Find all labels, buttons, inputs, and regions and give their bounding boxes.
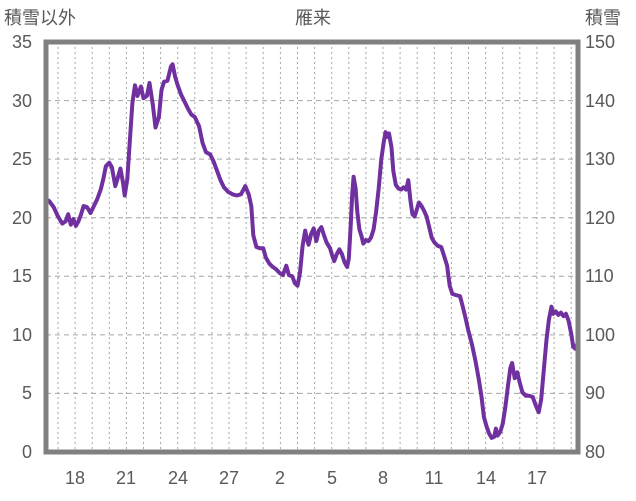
- y-axis-right-tick: 150: [585, 32, 616, 52]
- x-axis-tick: 14: [475, 468, 497, 488]
- x-axis-tick: 24: [167, 468, 189, 488]
- x-axis-tick: 8: [377, 468, 388, 488]
- x-axis-tick: 11: [424, 468, 444, 488]
- y-axis-right-tick: 140: [585, 91, 616, 111]
- y-axis-left-tick: 25: [11, 149, 32, 169]
- right-axis-title: 積雪: [585, 8, 621, 28]
- x-axis-tick: 21: [115, 468, 137, 488]
- y-axis-left-tick: 30: [11, 91, 32, 111]
- y-axis-right-tick: 100: [585, 325, 616, 345]
- y-axis-right-tick: 130: [585, 149, 616, 169]
- x-axis-tick: 5: [326, 468, 337, 488]
- y-axis-right-tick: 90: [585, 383, 606, 403]
- y-axis-left-tick: 35: [11, 32, 32, 52]
- y-axis-left-tick: 0: [21, 442, 32, 462]
- y-axis-right-tick: 80: [585, 442, 606, 462]
- y-axis-left-tick: 10: [11, 325, 32, 345]
- y-axis-left-tick: 5: [21, 383, 32, 403]
- x-axis-tick: 17: [526, 468, 548, 488]
- y-axis-right-tick: 110: [585, 266, 614, 286]
- x-axis-tick: 2: [274, 468, 285, 488]
- y-axis-right-tick: 120: [585, 208, 616, 228]
- plot-border: [43, 39, 581, 455]
- chart-title: 雁来: [295, 8, 331, 28]
- y-axis-left-tick: 15: [11, 266, 32, 286]
- y-axis-left-tick: 20: [11, 208, 32, 228]
- x-axis-tick: 18: [64, 468, 86, 488]
- left-axis-title: 積雪以外: [4, 8, 76, 28]
- x-axis-tick: 27: [218, 468, 240, 488]
- series-line: [44, 62, 580, 440]
